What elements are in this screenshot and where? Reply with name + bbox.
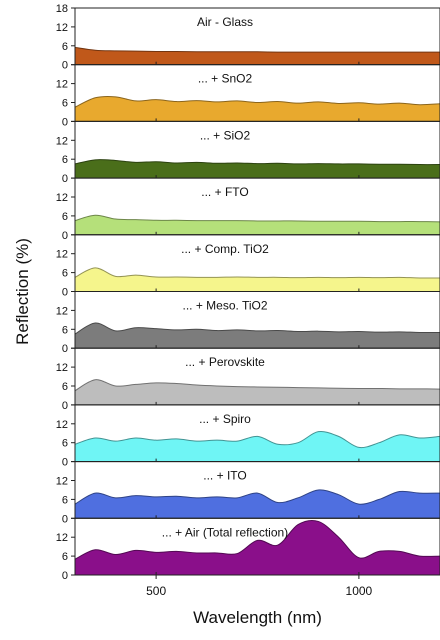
y-tick-label: 12 [56,22,68,34]
series-line [74,430,440,449]
y-tick-label: 6 [62,154,68,166]
y-tick-label: 0 [62,173,68,185]
y-tick-label: 0 [62,60,68,72]
y-tick-label: 6 [62,41,68,53]
x-tick-label: 1000 [346,584,373,598]
series-label: ... + ITO [203,469,246,483]
series-area [75,379,440,405]
series-label: ... + SiO2 [200,128,251,142]
series-area [75,322,440,349]
y-tick-label: 12 [56,249,68,261]
y-tick-label: 12 [56,419,68,431]
series-line [74,379,440,392]
series-area [75,215,440,235]
y-tick-label: 0 [62,457,68,469]
series-label: ... + FTO [201,185,248,199]
series-area [75,96,440,122]
series-line [74,489,440,505]
y-tick-label: 6 [62,98,68,110]
y-tick-label: 6 [62,438,68,450]
y-tick-label: 0 [62,230,68,242]
y-tick-label: 12 [56,135,68,147]
y-axis-label: Reflection (%) [13,238,32,345]
series-line [74,267,440,279]
y-tick-label: 6 [62,211,68,223]
series-line [74,159,440,166]
series-label: ... + Spiro [199,412,251,426]
series-area [75,431,440,462]
y-tick-label: 12 [56,192,68,204]
y-tick-label: 0 [62,343,68,355]
series-label: Air - Glass [197,15,253,29]
series-line [74,95,440,108]
y-tick-label: 12 [56,476,68,488]
series-line [74,214,440,223]
y-tick-label: 0 [62,513,68,525]
y-tick-label: 0 [62,400,68,412]
series-line [74,46,440,53]
y-tick-label: 12 [56,305,68,317]
y-tick-label: 6 [62,268,68,280]
y-tick-label: 12 [56,532,68,544]
x-axis-label: Wavelength (nm) [193,608,322,627]
y-tick-label: 12 [56,362,68,374]
series-label: ... + SnO2 [198,72,253,86]
series-line [74,519,440,560]
y-tick-label: 6 [62,324,68,336]
series-label: ... + Comp. TiO2 [181,242,269,256]
y-tick-label: 0 [62,287,68,299]
panel-border [74,517,440,576]
y-tick-label: 12 [56,79,68,91]
y-tick-label: 6 [62,551,68,563]
x-tick-label: 500 [146,584,166,598]
series-label: ... + Air (Total reflection) [162,525,288,539]
series-label: ... + Meso. TiO2 [182,299,267,313]
y-tick-label: 0 [62,116,68,128]
series-label: ... + Perovskite [185,355,265,369]
series-area [75,520,440,575]
y-tick-label: 6 [62,494,68,506]
y-tick-label: 18 [56,3,68,15]
y-tick-label: 6 [62,381,68,393]
series-area [75,267,440,292]
y-tick-label: 0 [62,570,68,582]
series-line [74,322,440,335]
